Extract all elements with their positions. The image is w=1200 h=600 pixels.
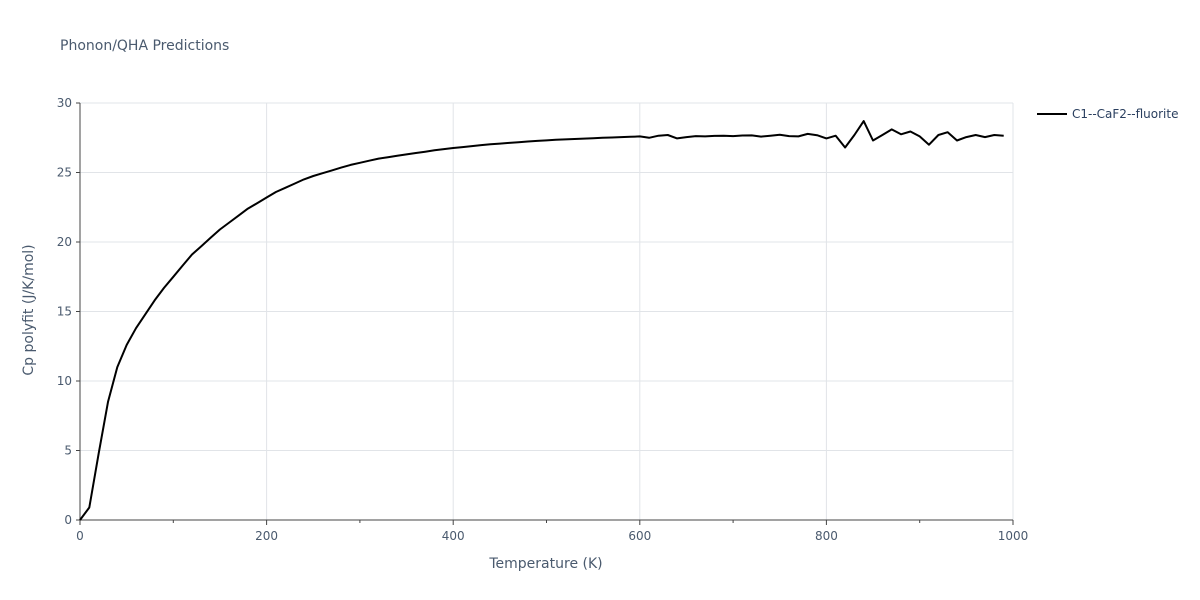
x-tick-label: 0 (76, 529, 84, 543)
chart-title: Phonon/QHA Predictions (60, 38, 229, 54)
y-tick-label: 5 (64, 444, 72, 458)
x-tick-label: 200 (255, 529, 278, 543)
series-line (79, 120, 1004, 521)
legend-label: C1--CaF2--fluorite (1072, 107, 1178, 121)
x-tick-label: 400 (442, 529, 465, 543)
legend[interactable]: C1--CaF2--fluorite (1037, 107, 1178, 121)
y-tick-label: 20 (57, 235, 72, 249)
y-tick-label: 0 (64, 513, 72, 527)
x-tick-label: 800 (815, 529, 838, 543)
y-axis-title: Cp polyfit (J/K/mol) (21, 244, 37, 375)
y-tick-label: 25 (57, 166, 72, 180)
y-axis-ticks: 0 5 10 15 20 25 30 (57, 96, 80, 527)
x-tick-label: 1000 (998, 529, 1029, 543)
x-axis-title: Temperature (K) (488, 556, 602, 572)
x-tick-label: 600 (628, 529, 651, 543)
y-tick-label: 10 (57, 374, 72, 388)
y-tick-label: 30 (57, 96, 72, 110)
x-axis-ticks: 0 200 400 600 800 1000 (76, 520, 1028, 543)
y-tick-label: 15 (57, 305, 72, 319)
grid (80, 102, 1014, 520)
